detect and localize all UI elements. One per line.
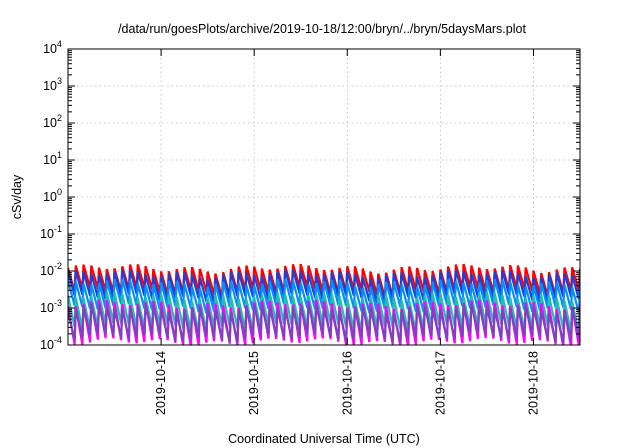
x-axis: 2019-10-14 2019-10-15 2019-10-16 2019-10-17… — [154, 49, 540, 415]
series-group — [68, 263, 580, 345]
y-tick-label: 10-1 — [40, 224, 62, 241]
y-tick-label: 10-2 — [40, 261, 62, 278]
series-line — [68, 278, 580, 314]
x-tick-label: 2019-10-14 — [154, 351, 168, 415]
y-axis-label: cSv/day — [10, 174, 24, 219]
y-tick-label: 101 — [43, 150, 62, 167]
x-tick-label: 2019-10-16 — [340, 351, 354, 415]
y-tick-label: 102 — [43, 113, 62, 130]
series-line — [68, 303, 580, 343]
chart-title: /data/run/goesPlots/archive/2019-10-18/1… — [118, 22, 526, 36]
y-tick-label: 10-4 — [40, 335, 62, 352]
y-tick-label: 104 — [43, 39, 62, 56]
y-axis: 10-4 10-3 10-2 10-1 100 101 102 103 104 — [40, 39, 580, 352]
y-tick-label: 103 — [43, 76, 62, 93]
y-tick-label: 100 — [43, 187, 62, 204]
y-tick-label: 10-3 — [40, 298, 62, 315]
x-tick-label: 2019-10-15 — [247, 351, 261, 415]
x-tick-label: 2019-10-17 — [433, 351, 447, 415]
x-axis-label: Coordinated Universal Time (UTC) — [228, 432, 420, 446]
x-tick-label: 2019-10-18 — [526, 351, 540, 415]
